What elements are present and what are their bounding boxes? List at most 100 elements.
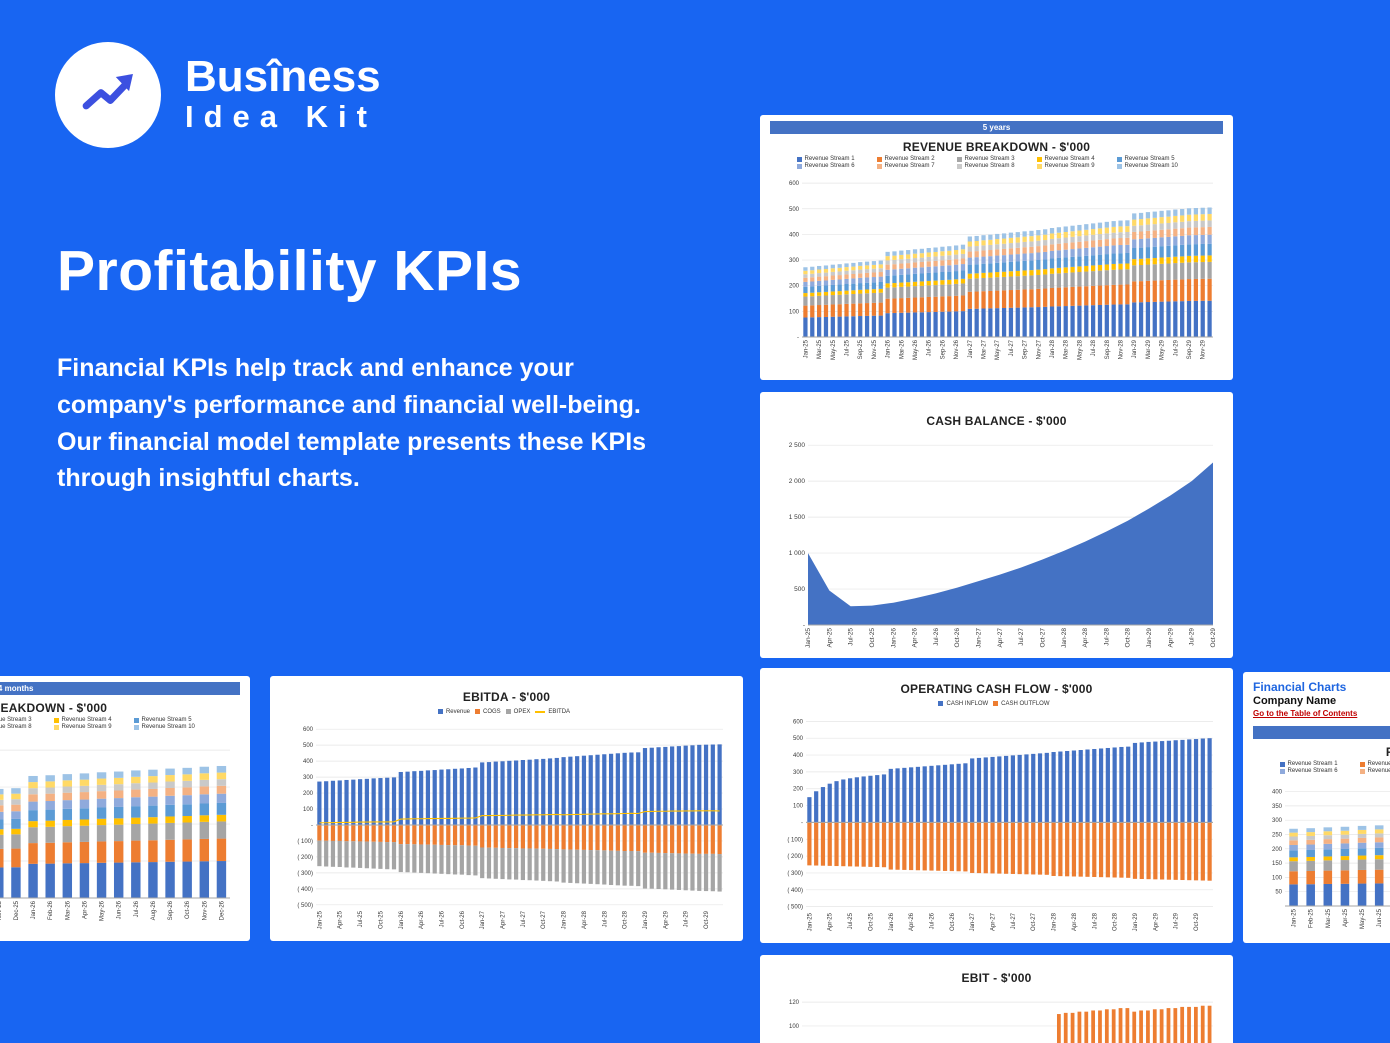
legend-label: Revenue Stream 5 bbox=[141, 717, 192, 723]
svg-text:400: 400 bbox=[793, 753, 804, 759]
svg-text:Oct-27: Oct-27 bbox=[541, 910, 547, 929]
svg-text:120: 120 bbox=[789, 1000, 800, 1006]
legend-item: OPEX bbox=[505, 708, 531, 715]
svg-text:Sep-29: Sep-29 bbox=[1187, 339, 1193, 359]
ebitda-card: EBITDA - $'000 Revenue COGS OPEX EBITDA 600… bbox=[270, 676, 743, 941]
svg-text:Jul-29: Jul-29 bbox=[684, 910, 690, 927]
svg-text:500: 500 bbox=[793, 736, 804, 742]
svg-text:Jul-26: Jul-26 bbox=[439, 910, 445, 927]
legend-item: Revenue Stream 7 bbox=[876, 163, 957, 169]
svg-text:Mar-25: Mar-25 bbox=[817, 339, 823, 359]
legend-label: Revenue Stream 4 bbox=[61, 717, 112, 723]
svg-text:Oct-29: Oct-29 bbox=[1210, 628, 1217, 648]
svg-text:500: 500 bbox=[789, 207, 800, 213]
svg-text:350: 350 bbox=[1272, 804, 1283, 810]
svg-text:Apr-27: Apr-27 bbox=[501, 910, 507, 929]
legend-swatch-icon bbox=[796, 156, 802, 162]
legend-label: Revenue Stream 4 bbox=[1044, 156, 1095, 162]
legend-label: EBITDA bbox=[548, 708, 571, 715]
legend-item: Revenue Stream 8 bbox=[0, 724, 54, 730]
svg-text:Nov-25: Nov-25 bbox=[0, 900, 3, 920]
svg-text:Nov-29: Nov-29 bbox=[1201, 339, 1207, 359]
svg-text:Mar-25: Mar-25 bbox=[1326, 908, 1332, 928]
svg-text:400: 400 bbox=[789, 232, 800, 238]
svg-text:May-25: May-25 bbox=[1360, 908, 1366, 929]
svg-text:Jan-27: Jan-27 bbox=[970, 912, 976, 931]
svg-text:Jan-26: Jan-26 bbox=[889, 912, 895, 931]
brand-logo bbox=[55, 42, 161, 148]
legend-label: Revenue Stream 3 bbox=[964, 156, 1015, 162]
legend-item: Revenue Stream 6 bbox=[796, 163, 877, 169]
svg-text:Jan-26: Jan-26 bbox=[399, 910, 405, 929]
svg-text:Jan-28: Jan-28 bbox=[1050, 339, 1056, 358]
svg-text:Mar-29: Mar-29 bbox=[1146, 339, 1152, 359]
svg-text:Jan-29: Jan-29 bbox=[1146, 628, 1153, 648]
svg-text:Sep-26: Sep-26 bbox=[168, 900, 174, 920]
legend-swatch-icon bbox=[956, 156, 962, 162]
legend-label: Revenue Stream 7 bbox=[1367, 768, 1390, 774]
chart-title: EBITDA - $'000 bbox=[462, 690, 551, 704]
period-header-bar: 5 years bbox=[770, 121, 1223, 134]
operating-cash-flow-svg: 600 500 400 300 200 100 - ( 100) ( 200) ( 300) ( 4… bbox=[787, 719, 1213, 931]
svg-text:May-29: May-29 bbox=[1160, 339, 1166, 360]
svg-text:Jul-26: Jul-26 bbox=[933, 628, 940, 646]
legend-item: Revenue Stream 3 bbox=[0, 717, 54, 723]
svg-text:1 500: 1 500 bbox=[789, 514, 806, 521]
chart-title: REVENUE BREAKDOWN - $'000 bbox=[1253, 745, 1390, 759]
svg-text:May-25: May-25 bbox=[831, 339, 837, 360]
svg-text:Dec-25: Dec-25 bbox=[14, 900, 20, 920]
legend-swatch-icon bbox=[796, 163, 802, 169]
svg-text:Apr-26: Apr-26 bbox=[419, 910, 425, 929]
chart-title: CASH BALANCE - $'000 bbox=[926, 414, 1067, 428]
svg-text:Apr-27: Apr-27 bbox=[991, 912, 997, 931]
svg-text:Sep-28: Sep-28 bbox=[1105, 339, 1111, 359]
ebitda-chart: 600 500 400 300 200 100 - ( 100) ( 200) ( 300) ( 4… bbox=[280, 718, 733, 939]
svg-text:150: 150 bbox=[1272, 861, 1283, 867]
svg-text:Apr-26: Apr-26 bbox=[82, 900, 88, 919]
svg-text:-: - bbox=[797, 335, 799, 341]
svg-text:250: 250 bbox=[1272, 832, 1283, 838]
svg-text:Jul-29: Jul-29 bbox=[1174, 912, 1180, 929]
svg-text:Dec-26: Dec-26 bbox=[219, 900, 225, 920]
revenue-breakdown-5y-chart: 600 500 400 300 200 100 - Jan-25 Mar-25 May-25 Jul… bbox=[770, 170, 1223, 364]
legend-label: Revenue Stream 9 bbox=[61, 724, 112, 730]
svg-text:Jan-25: Jan-25 bbox=[1292, 908, 1298, 927]
svg-text:50: 50 bbox=[1275, 890, 1282, 896]
legend-swatch-icon bbox=[1116, 156, 1122, 162]
svg-text:Apr-25: Apr-25 bbox=[826, 628, 833, 648]
period-header-bar: 24 months bbox=[0, 682, 240, 695]
svg-text:Apr-26: Apr-26 bbox=[909, 912, 915, 931]
svg-text:500: 500 bbox=[794, 586, 805, 593]
svg-text:Oct-25: Oct-25 bbox=[868, 912, 874, 931]
legend-swatch-icon bbox=[53, 724, 59, 730]
ebit-card: EBIT - $'000 12010080604020-Jan-25Apr-25… bbox=[760, 955, 1233, 1043]
legend-item: Revenue bbox=[437, 709, 470, 715]
svg-text:1 000: 1 000 bbox=[789, 550, 806, 557]
svg-text:Jul-28: Jul-28 bbox=[1092, 912, 1098, 929]
svg-text:Oct-25: Oct-25 bbox=[378, 910, 384, 929]
legend-item: Revenue Stream 3 bbox=[956, 156, 1037, 162]
svg-text:500: 500 bbox=[303, 743, 314, 749]
svg-text:Mar-26: Mar-26 bbox=[899, 339, 905, 359]
svg-text:Jul-27: Jul-27 bbox=[521, 910, 527, 927]
svg-text:Apr-29: Apr-29 bbox=[663, 910, 669, 929]
legend-swatch-icon bbox=[53, 717, 59, 723]
cash-balance-svg: 2 500 2 000 1 500 1 000 500 -Jan-25 Apr-25 Jul-… bbox=[789, 442, 1217, 648]
svg-text:100: 100 bbox=[789, 1024, 800, 1030]
table-of-contents-link[interactable]: Go to the Table of Contents bbox=[1253, 709, 1358, 718]
chart-title: REVENUE BREAKDOWN - $'000 bbox=[902, 140, 1091, 154]
svg-text:Jul-29: Jul-29 bbox=[1173, 339, 1179, 356]
legend-swatch-icon bbox=[1116, 163, 1122, 169]
legend-item: Revenue Stream 4 bbox=[1036, 156, 1117, 162]
period-header-label: 24 months bbox=[0, 684, 34, 693]
svg-text:Jan-25: Jan-25 bbox=[807, 912, 813, 931]
page-description: Financial KPIs help track and enhance yo… bbox=[57, 354, 647, 493]
legend-swatch-icon bbox=[956, 163, 962, 169]
svg-text:May-26: May-26 bbox=[100, 900, 106, 921]
svg-text:( 500): ( 500) bbox=[297, 903, 313, 909]
svg-text:Jan-29: Jan-29 bbox=[643, 910, 649, 929]
svg-text:Oct-26: Oct-26 bbox=[460, 910, 466, 929]
legend-label: OPEX bbox=[513, 708, 531, 715]
